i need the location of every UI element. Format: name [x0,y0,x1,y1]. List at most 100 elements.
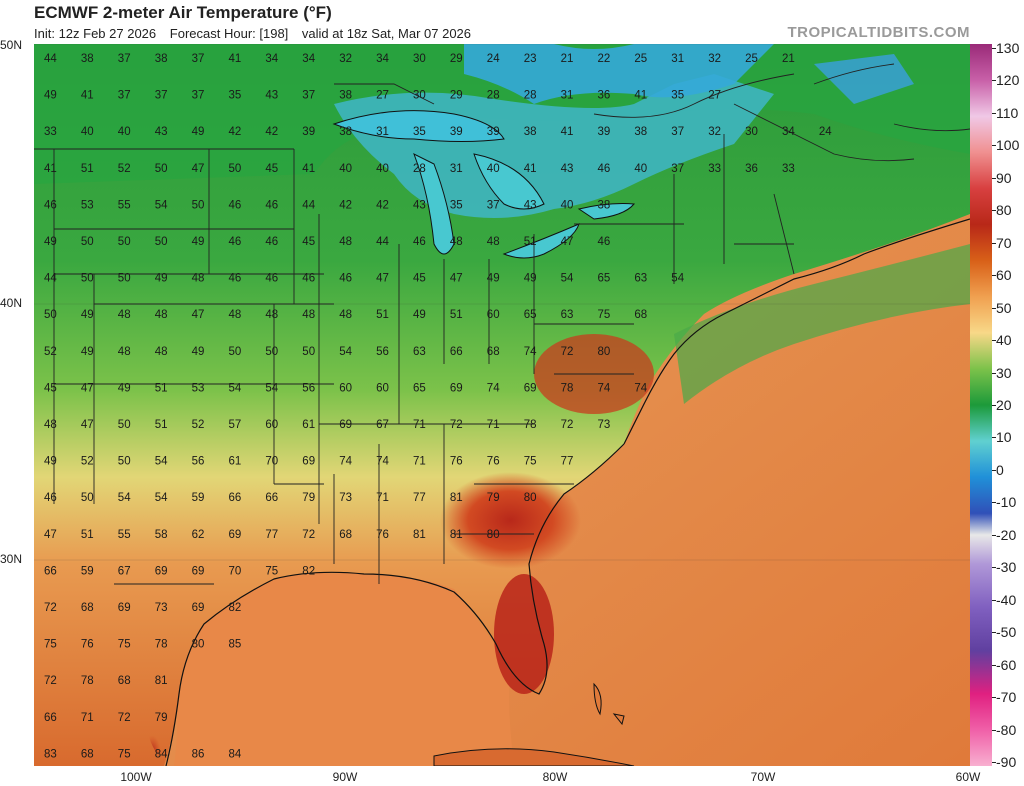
station-temperature: 43 [265,90,278,102]
colorbar-tick-label: 20 [996,397,1012,413]
station-temperature: 30 [413,53,426,65]
station-temperature: 53 [192,382,205,394]
lat-label-50n: 50N [0,38,23,52]
station-temperature: 82 [229,602,242,614]
station-temperature: 46 [44,199,57,211]
station-temperature: 67 [118,565,131,577]
station-temperature: 69 [229,529,242,541]
station-temperature: 40 [339,163,352,175]
station-temperature: 40 [118,126,131,138]
station-temperature: 38 [524,126,537,138]
station-temperature: 69 [155,565,168,577]
colorbar-tick-label: 40 [996,332,1012,349]
colorbar-tick-mark [992,145,996,147]
station-temperature: 75 [265,565,278,577]
gulf-field [164,570,514,766]
station-temperature: 50 [81,273,94,285]
station-temperature: 22 [598,53,611,65]
colorbar-tick-label: -70 [996,689,1017,706]
station-temperature: 31 [671,53,684,65]
station-temperature: 33 [44,126,57,138]
station-temperature: 72 [561,419,574,431]
station-temperature: 75 [44,639,57,651]
station-temperature: 21 [561,53,574,65]
station-temperature: 28 [487,90,500,102]
station-temperature: 54 [155,492,168,504]
valid-time: valid at 18z Sat, Mar 07 2026 [301,26,472,41]
station-temperature: 21 [782,53,795,65]
station-temperature: 35 [229,90,242,102]
station-temperature: 56 [376,346,389,358]
station-temperature: 49 [413,309,426,321]
station-temperature: 77 [561,456,574,468]
station-temperature: 50 [229,346,242,358]
station-temperature: 47 [44,529,57,541]
station-temperature: 46 [229,273,242,285]
station-temperature: 49 [487,273,500,285]
station-temperature: 36 [745,163,758,175]
station-temperature: 50 [81,236,94,248]
station-temperature: 76 [450,456,463,468]
station-temperature: 47 [376,273,389,285]
station-temperature: 75 [598,309,611,321]
station-temperature: 47 [450,273,463,285]
station-temperature: 52 [81,456,94,468]
lake-superior [332,110,505,142]
station-temperature: 45 [44,382,57,394]
station-temperature: 38 [155,53,168,65]
station-temperature: 35 [413,126,426,138]
station-temperature: 39 [487,126,500,138]
colorbar-tick-label: 120 [996,72,1020,89]
station-temperature: 51 [376,309,389,321]
station-temperature: 46 [229,199,242,211]
colorbar-tick-mark [992,340,996,342]
station-temperature: 47 [81,382,94,394]
station-temperature: 44 [376,236,389,248]
station-temperature: 71 [487,419,500,431]
header: ECMWF 2-meter Air Temperature (°F) Init:… [0,0,1024,44]
station-temperature: 80 [192,639,205,651]
colorbar-tick-label: 110 [996,104,1019,121]
colorbar-tick-mark [992,48,996,49]
station-temperature: 50 [155,163,168,175]
station-temperature: 50 [44,309,57,321]
temperature-values-layer: 44 38 37 38 37 41 34 34 32 34 30 29 24 23 21 22 25 31 32 25… [44,53,832,760]
station-temperature: 71 [413,419,426,431]
lon-label-70w: 70W [750,770,776,784]
station-temperature: 34 [265,53,278,65]
colorbar-tick-mark [992,697,996,699]
station-temperature: 69 [450,382,463,394]
station-temperature: 79 [155,712,168,724]
cuba-landmass [433,748,635,766]
map-title: ECMWF 2-meter Air Temperature (°F) [34,3,332,22]
station-temperature: 60 [376,382,389,394]
colorbar-tick-label: -10 [996,494,1017,511]
map-subtitle: Init: 12z Feb 27 2026 Forecast Hour: [19… [34,26,481,41]
florida-warm-core [494,574,554,694]
station-temperature: 46 [598,236,611,248]
station-temperature: 41 [561,126,574,138]
station-temperature: 48 [339,236,352,248]
station-temperature: 39 [598,126,611,138]
station-temperature: 49 [44,236,57,248]
station-temperature: 48 [155,309,168,321]
colorbar-tick-mark [992,729,996,731]
station-temperature: 66 [44,565,57,577]
station-temperature: 24 [487,53,500,65]
colorbar-gradient [970,44,992,766]
station-temperature: 35 [450,199,463,211]
lon-label-80w: 80W [542,770,568,784]
station-temperature: 82 [302,565,315,577]
lake-huron [473,153,545,210]
colorbar-tick-mark [992,307,996,309]
station-temperature: 51 [450,309,463,321]
station-temperature: 46 [44,492,57,504]
map-canvas: 44 38 37 38 37 41 34 34 32 34 30 29 24 23 21 22 25 31 32 25… [34,44,970,766]
station-temperature: 36 [598,90,611,102]
station-temperature: 40 [81,126,94,138]
lat-label-30n: 30N [0,552,23,566]
canada-boundaries [334,63,970,162]
colorbar-tick-mark [992,112,996,114]
colorbar-tick-mark [992,534,996,536]
station-temperature: 29 [450,90,463,102]
